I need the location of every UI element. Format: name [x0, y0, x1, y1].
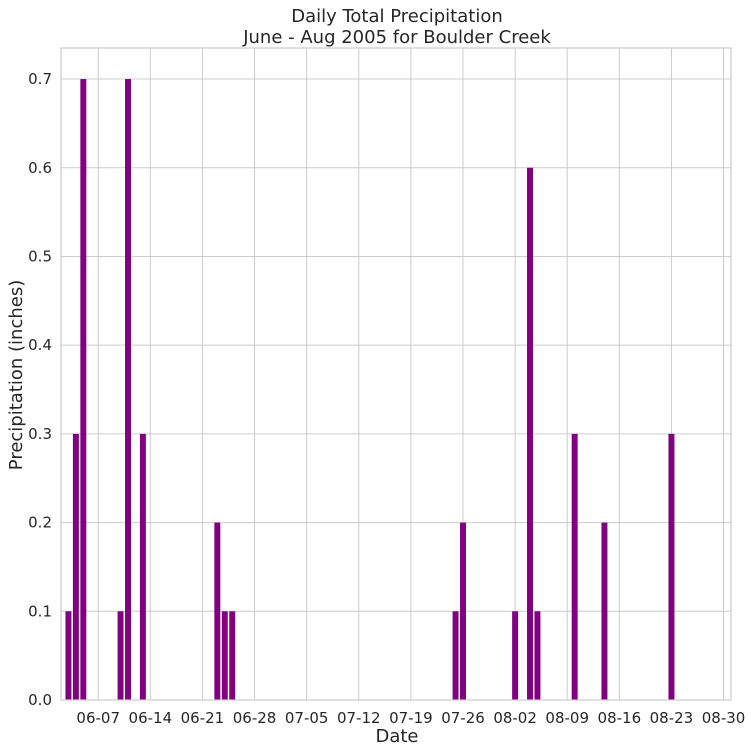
plot-area-frame	[60, 47, 732, 701]
precipitation-bar	[229, 611, 236, 700]
precipitation-bar	[571, 433, 578, 700]
precipitation-bar	[534, 611, 541, 700]
x-tick-label: 07-19	[389, 709, 433, 727]
chart-title-line2: June - Aug 2005 for Boulder Creek	[242, 27, 551, 48]
y-tick-label: 0.5	[28, 247, 52, 265]
precipitation-bar	[117, 611, 124, 700]
x-tick-label: 08-16	[598, 709, 642, 727]
y-axis-label: Precipitation (inches)	[6, 280, 27, 470]
y-tick-label: 0.2	[28, 514, 52, 532]
chart-title-line1: Daily Total Precipitation	[291, 6, 503, 27]
x-tick-label: 07-05	[285, 709, 329, 727]
x-tick-label: 07-12	[337, 709, 381, 727]
precipitation-bar	[221, 611, 228, 700]
precipitation-bar	[125, 79, 131, 701]
y-tick-label: 0.6	[28, 159, 52, 177]
precipitation-bar	[601, 522, 608, 700]
y-tick-label: 0.1	[28, 602, 52, 620]
y-tick-label: 0.0	[28, 691, 52, 709]
x-axis-label: Date	[375, 726, 418, 747]
y-tick-label: 0.4	[28, 336, 52, 354]
y-tick-label: 0.3	[28, 425, 52, 443]
x-tick-label: 08-23	[650, 709, 694, 727]
x-tick-label: 07-26	[441, 709, 485, 727]
x-tick-label: 08-30	[702, 709, 746, 727]
x-tick-label: 06-14	[129, 709, 173, 727]
x-tick-label: 08-02	[493, 709, 537, 727]
x-tick-label: 06-07	[76, 709, 120, 727]
precipitation-bar	[139, 433, 146, 700]
precipitation-bar	[80, 79, 87, 701]
ticks-layer: 0.0 0.1 0.2 0.3 0.4 0.5 0.6 0.7 06-07 06-14 06-21 0…	[28, 70, 745, 727]
x-tick-label: 06-21	[181, 709, 225, 727]
precipitation-bar	[512, 611, 519, 700]
x-tick-label: 06-28	[233, 709, 277, 727]
precipitation-bar	[527, 167, 533, 700]
bars-layer	[65, 79, 675, 701]
precipitation-bar	[452, 611, 459, 700]
x-tick-label: 08-09	[545, 709, 589, 727]
precipitation-bar	[668, 433, 675, 700]
precipitation-bar	[65, 611, 72, 700]
precipitation-bar	[72, 433, 79, 700]
y-tick-label: 0.7	[28, 70, 52, 88]
grid-layer	[61, 48, 731, 701]
precipitation-bar	[214, 522, 221, 700]
precipitation-bar	[460, 522, 466, 700]
